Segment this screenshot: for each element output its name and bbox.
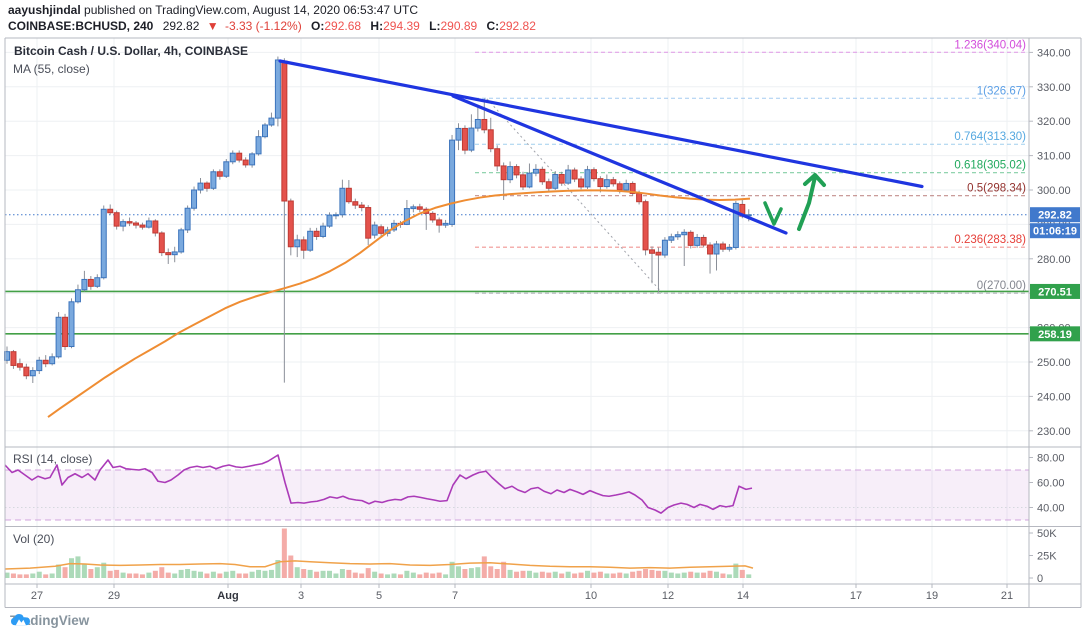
grid-lines: [5, 38, 1029, 584]
svg-text:0: 0: [1037, 573, 1043, 585]
price-axis-hit[interactable]: [1029, 38, 1081, 608]
tradingview-cloud-icon: [11, 614, 30, 626]
svg-text:300.00: 300.00: [1037, 185, 1071, 197]
svg-text:270.51: 270.51: [1038, 286, 1072, 298]
pane-frames: [4, 37, 1082, 608]
time-axis[interactable]: 27 29 Aug 3 5 7 10 12 14 17 19 21: [31, 584, 1013, 602]
svg-text:340.00: 340.00: [1037, 47, 1071, 59]
trendline-drawings[interactable]: [278, 59, 924, 235]
svg-text:80.00: 80.00: [1037, 453, 1065, 465]
rsi-plot-area[interactable]: [5, 447, 1029, 527]
fib-level-label: 0.618(305.02): [954, 160, 1026, 172]
svg-text:60.00: 60.00: [1037, 478, 1065, 490]
ma55-line[interactable]: [47, 189, 751, 418]
svg-text:240.00: 240.00: [1037, 391, 1071, 403]
svg-text:280.00: 280.00: [1037, 254, 1071, 266]
svg-text:25K: 25K: [1037, 551, 1057, 563]
svg-text:330.00: 330.00: [1037, 82, 1071, 94]
svg-text:258.19: 258.19: [1038, 329, 1072, 341]
candlestick-series: [4, 56, 752, 383]
chart-plot-area[interactable]: [5, 38, 1029, 447]
svg-text:50K: 50K: [1037, 528, 1057, 540]
svg-text:3: 3: [298, 590, 304, 602]
green-arrow-drawing: [797, 175, 817, 231]
svg-text:29: 29: [108, 590, 120, 602]
green-arrow-head: [803, 173, 826, 187]
fib-level-label: 0.5(298.34): [967, 183, 1026, 195]
svg-text:01:06:19: 01:06:19: [1033, 226, 1077, 238]
svg-text:12: 12: [662, 590, 674, 602]
rsi-pane[interactable]: [4, 454, 1029, 521]
green-check-drawing: [763, 201, 783, 226]
svg-text:250.00: 250.00: [1037, 357, 1071, 369]
fib-level-label: 0.236(283.38): [954, 234, 1026, 246]
volume-ma-line: [4, 560, 754, 570]
fib-level-label: 1(326.67): [977, 85, 1026, 97]
svg-text:40.00: 40.00: [1037, 503, 1065, 515]
svg-text:230.00: 230.00: [1037, 426, 1071, 438]
volume-pane[interactable]: [4, 528, 754, 579]
svg-text:19: 19: [926, 590, 938, 602]
time-axis-hit[interactable]: [5, 584, 1029, 608]
svg-text:7: 7: [452, 590, 458, 602]
support-price-badge: 258.19: [1030, 326, 1080, 342]
rsi-line: [4, 454, 753, 514]
fib-level-label: 0.764(313.30): [954, 131, 1026, 143]
tradingview-logo[interactable]: TradingView: [10, 613, 89, 628]
volume-plot-area[interactable]: [5, 527, 1029, 585]
svg-text:10: 10: [585, 590, 597, 602]
current-price-badge: 292.82: [1030, 207, 1080, 223]
support-price-badge: 270.51: [1030, 283, 1080, 299]
svg-text:320.00: 320.00: [1037, 116, 1071, 128]
svg-text:Aug: Aug: [217, 590, 238, 602]
svg-text:310.00: 310.00: [1037, 151, 1071, 163]
svg-text:292.82: 292.82: [1038, 210, 1072, 222]
svg-text:21: 21: [1001, 590, 1013, 602]
svg-text:27: 27: [31, 590, 43, 602]
svg-text:14: 14: [737, 590, 749, 602]
tradingview-logo-text: TradingView: [10, 613, 90, 628]
svg-text:17: 17: [850, 590, 862, 602]
bar-countdown-badge: 01:06:19: [1030, 223, 1080, 239]
svg-text:5: 5: [376, 590, 382, 602]
fib-level-label: 1.236(340.04): [954, 39, 1026, 51]
fib-level-label: 0(270.00): [977, 280, 1026, 292]
